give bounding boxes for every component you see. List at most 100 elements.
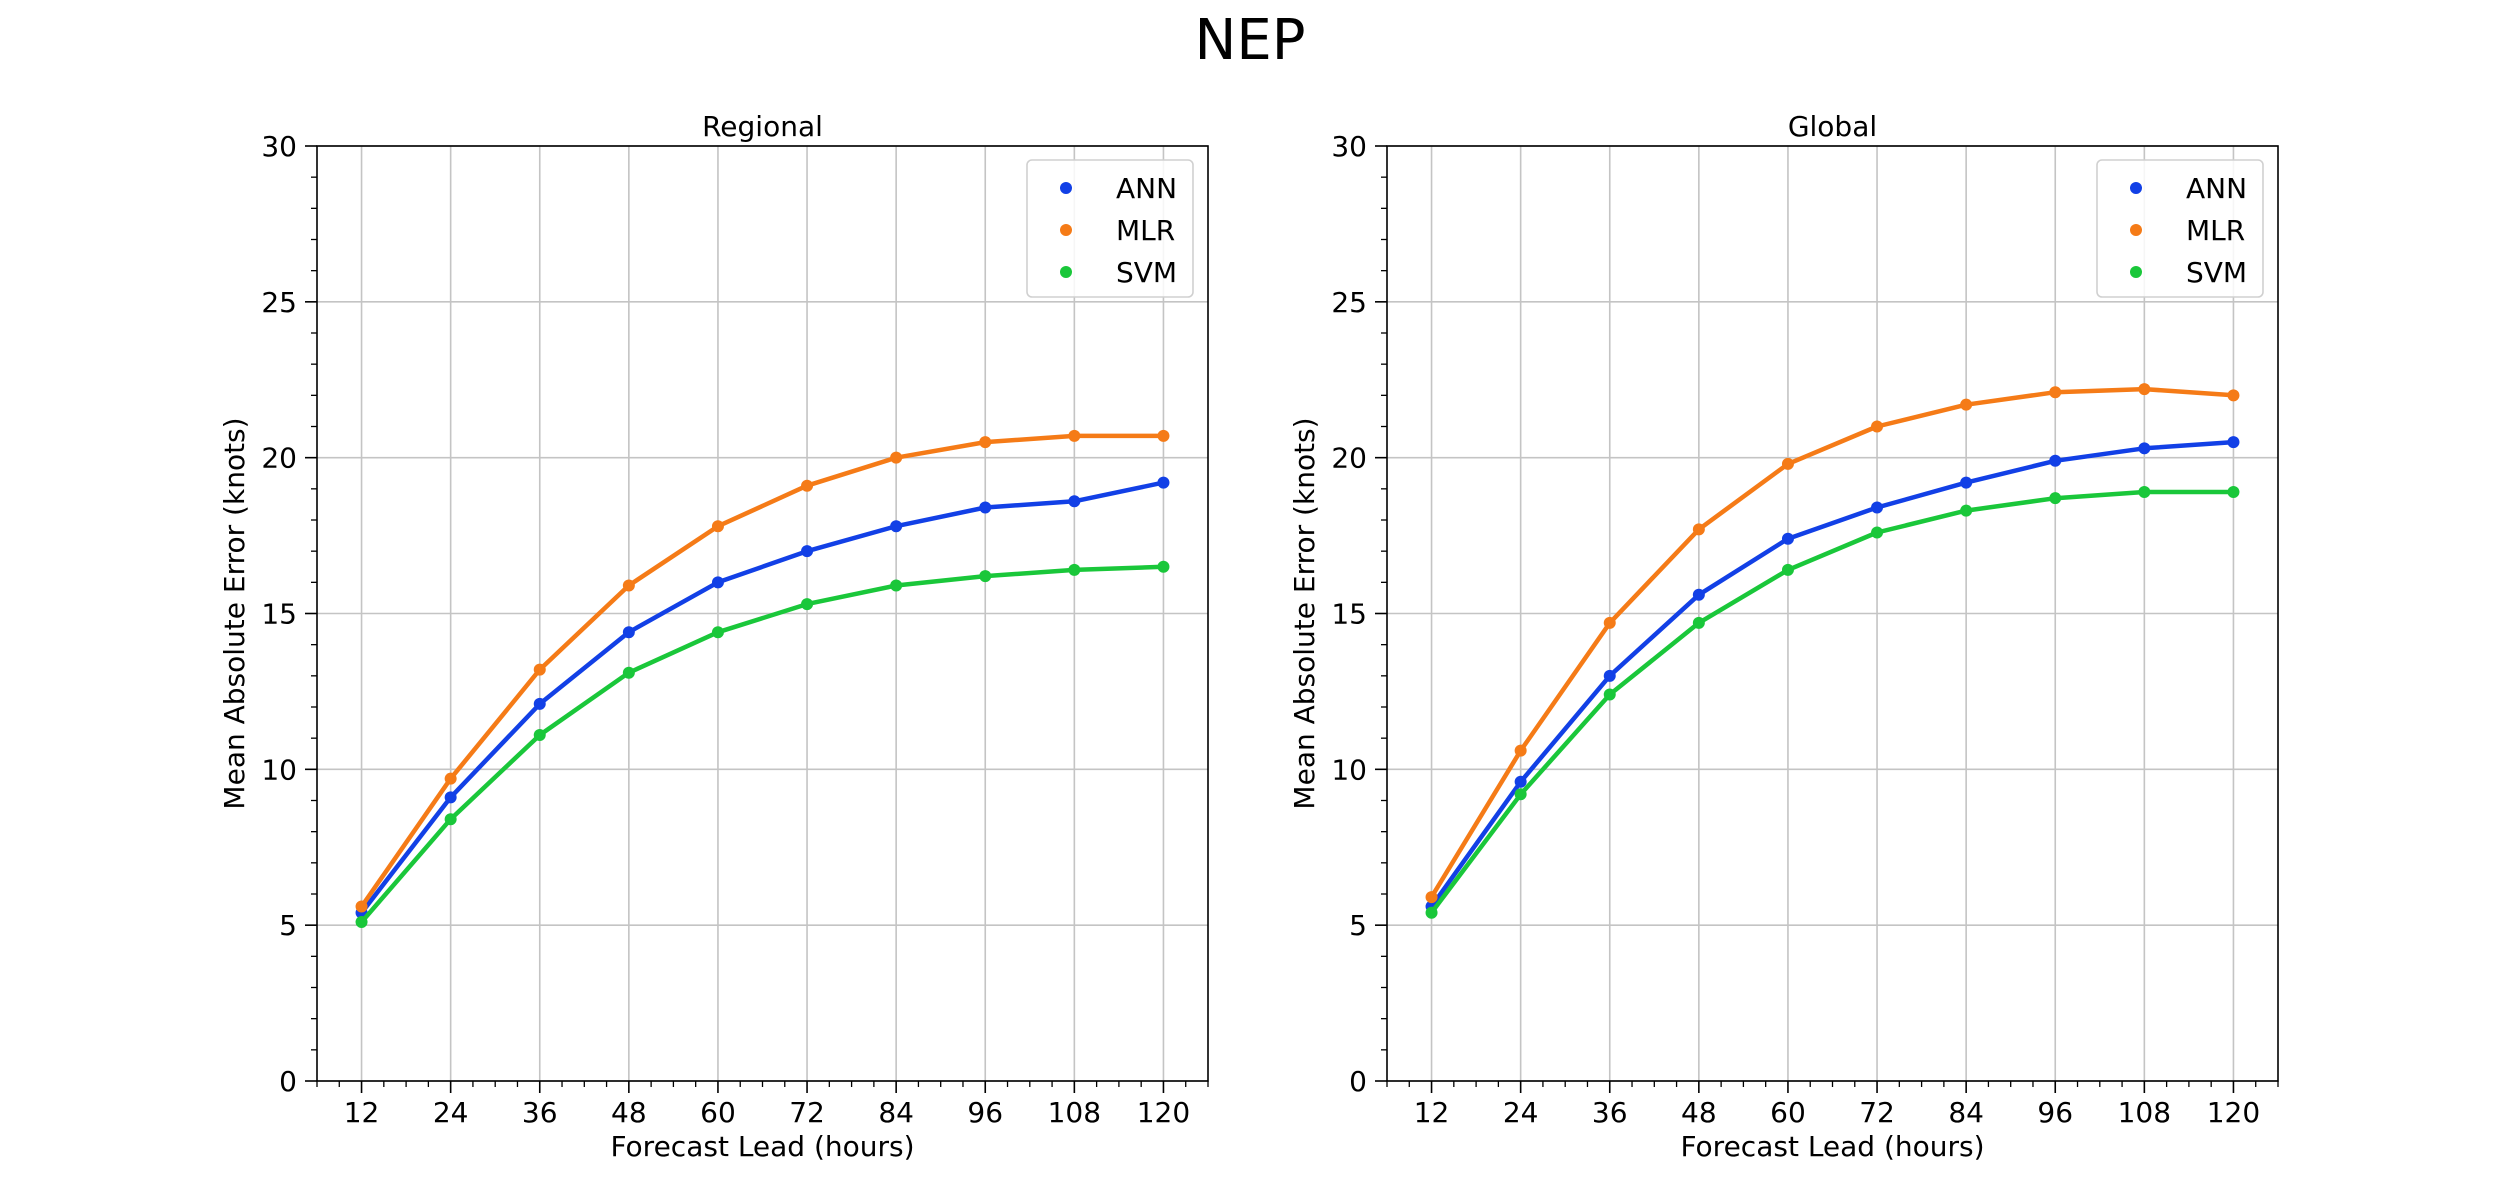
data-point-mlr [1692, 523, 1705, 536]
data-point-svm [1603, 688, 1616, 701]
x-tick-label: 36 [1592, 1096, 1628, 1129]
data-point-ann [801, 545, 814, 558]
data-point-mlr [2049, 386, 2062, 399]
y-tick-label: 25 [261, 286, 297, 319]
data-point-mlr [1781, 457, 1794, 470]
x-tick-label: 120 [2207, 1096, 2260, 1129]
data-point-mlr [1603, 616, 1616, 629]
y-tick-label: 25 [1331, 286, 1367, 319]
data-point-mlr [1068, 429, 1081, 442]
y-tick-label: 15 [1331, 598, 1367, 631]
x-tick-label: 12 [344, 1096, 380, 1129]
data-point-ann [1781, 532, 1794, 545]
data-point-mlr [622, 579, 635, 592]
y-tick-label: 0 [1349, 1065, 1367, 1098]
legend-label: SVM [2186, 256, 2247, 289]
data-point-svm [1157, 560, 1170, 573]
legend: ANN MLR SVM [2096, 159, 2264, 298]
y-tick-label: 5 [1349, 909, 1367, 942]
x-tick-label: 96 [2037, 1096, 2073, 1129]
y-axis-label: Mean Absolute Error (knots) [1288, 417, 1321, 809]
y-tick-label: 30 [261, 130, 297, 163]
chart-panel-0: 12 24 36 48 60 72 84 96 108 120 0 5 10 15 20 25 30 Region… [218, 110, 1209, 1163]
x-tick-label: 84 [1948, 1096, 1984, 1129]
data-point-ann [979, 501, 992, 514]
data-point-svm [1692, 616, 1705, 629]
data-point-mlr [1871, 420, 1884, 433]
legend-box [1026, 159, 1194, 298]
data-point-mlr [533, 663, 546, 676]
legend-marker-mlr [1060, 224, 1072, 236]
data-point-svm [711, 626, 724, 639]
data-point-svm [979, 570, 992, 583]
data-point-svm [890, 579, 903, 592]
data-point-svm [533, 729, 546, 742]
data-point-mlr [711, 520, 724, 533]
data-point-mlr [1960, 398, 1973, 411]
data-point-mlr [2138, 383, 2151, 396]
data-point-ann [2227, 436, 2240, 449]
data-point-ann [533, 697, 546, 710]
data-point-svm [355, 916, 368, 929]
chart-panel-1: 12 24 36 48 60 72 84 96 108 120 0 5 10 15 20 25 30 Global… [1288, 110, 2279, 1163]
x-axis-label: Forecast Lead (hours) [1680, 1130, 1984, 1163]
legend-marker-svm [1060, 266, 1072, 278]
data-point-svm [801, 598, 814, 611]
x-tick-label: 48 [1681, 1096, 1717, 1129]
series-line-svm [359, 564, 1164, 924]
y-tick-label: 10 [1331, 753, 1367, 786]
data-point-ann [1157, 476, 1170, 489]
data-point-ann [1068, 495, 1081, 508]
data-point-ann [890, 520, 903, 533]
x-tick-label: 108 [2118, 1096, 2171, 1129]
x-tick-label: 12 [1414, 1096, 1450, 1129]
data-point-ann [711, 576, 724, 589]
x-tick-label: 72 [1859, 1096, 1895, 1129]
x-tick-label: 84 [878, 1096, 914, 1129]
data-point-svm [2138, 485, 2151, 498]
x-tick-label: 60 [1770, 1096, 1806, 1129]
x-tick-label: 96 [967, 1096, 1003, 1129]
data-point-ann [622, 626, 635, 639]
data-point-ann [1514, 775, 1527, 788]
y-tick-label: 15 [261, 598, 297, 631]
x-tick-label: 120 [1137, 1096, 1190, 1129]
x-tick-label: 24 [1503, 1096, 1539, 1129]
x-tick-label: 24 [433, 1096, 469, 1129]
data-point-mlr [355, 900, 368, 913]
legend-label: ANN [1116, 172, 1177, 205]
x-tick-label: 108 [1048, 1096, 1101, 1129]
x-tick-label: 48 [611, 1096, 647, 1129]
data-point-svm [622, 666, 635, 679]
y-tick-label: 30 [1331, 130, 1367, 163]
figure-title: NEP [1194, 8, 1306, 73]
legend-label: ANN [2186, 172, 2247, 205]
x-tick-label: 60 [700, 1096, 736, 1129]
legend-box [2096, 159, 2264, 298]
data-point-svm [1960, 504, 1973, 517]
data-point-svm [1068, 563, 1081, 576]
legend-label: SVM [1116, 256, 1177, 289]
legend: ANN MLR SVM [1026, 159, 1194, 298]
data-point-ann [1960, 476, 1973, 489]
data-point-svm [1871, 526, 1884, 539]
series-line-ann [1429, 439, 2234, 908]
data-point-ann [1871, 501, 1884, 514]
data-point-mlr [1514, 744, 1527, 757]
subplot-title: Global [1788, 110, 1877, 143]
x-axis-label: Forecast Lead (hours) [610, 1130, 914, 1163]
data-point-ann [444, 791, 457, 804]
data-point-svm [1781, 563, 1794, 576]
subplot-title: Regional [702, 110, 823, 143]
y-tick-label: 0 [279, 1065, 297, 1098]
series-line-svm [1429, 489, 2234, 915]
data-point-svm [2049, 492, 2062, 505]
legend-label: MLR [1116, 214, 1175, 247]
data-point-ann [2049, 454, 2062, 467]
legend-marker-ann [2130, 182, 2142, 194]
x-tick-label: 36 [522, 1096, 558, 1129]
data-point-mlr [1425, 891, 1438, 904]
data-point-mlr [979, 436, 992, 449]
legend-marker-svm [2130, 266, 2142, 278]
x-tick-label: 72 [789, 1096, 825, 1129]
